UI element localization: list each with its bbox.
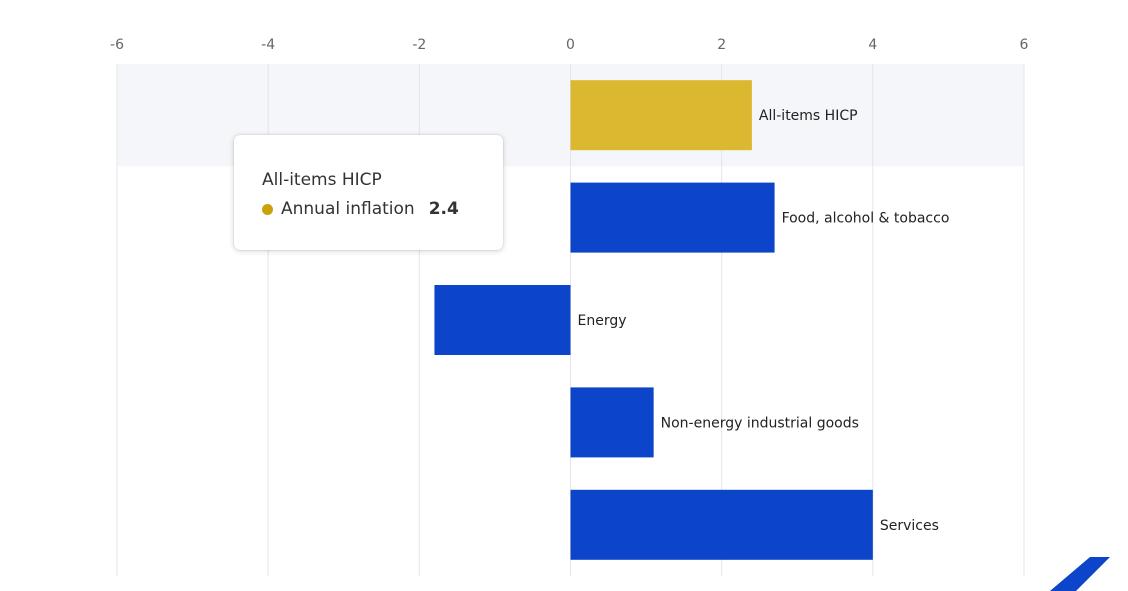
bar[interactable] <box>570 489 873 560</box>
bar[interactable] <box>434 285 571 355</box>
bar-labels: All-items HICP Food, alcohol & tobacco Ene… <box>578 108 950 534</box>
bars <box>434 80 873 560</box>
bar-label: Food, alcohol & tobacco <box>782 211 950 227</box>
bar-label: All-items HICP <box>759 108 858 124</box>
x-axis-ticks: -6 -4 -2 0 2 4 6 <box>110 37 1029 53</box>
bar[interactable] <box>570 182 775 253</box>
bar-label: Energy <box>578 313 627 329</box>
bar[interactable] <box>570 80 752 151</box>
x-tick-label: -6 <box>110 37 124 53</box>
x-tick-label: 4 <box>868 37 877 53</box>
tooltip-series-dot-icon <box>262 203 273 215</box>
bar-label: Services <box>880 518 939 534</box>
bar[interactable] <box>570 387 654 458</box>
tooltip: All-items HICP Annual inflation 2.4 <box>234 135 503 250</box>
tooltip-title: All-items HICP <box>262 170 382 190</box>
x-tick-label: -2 <box>412 37 426 53</box>
bar-label: Non-energy industrial goods <box>661 415 859 431</box>
x-tick-label: 2 <box>717 37 726 53</box>
tooltip-value: 2.4 <box>428 199 459 219</box>
x-tick-label: 0 <box>566 37 575 53</box>
tooltip-series-name: Annual inflation <box>281 199 415 219</box>
ecb-stripe-icon <box>1050 557 1110 591</box>
x-tick-label: 6 <box>1020 37 1029 53</box>
x-tick-label: -4 <box>261 37 275 53</box>
tooltip-row: Annual inflation 2.4 <box>262 198 503 220</box>
